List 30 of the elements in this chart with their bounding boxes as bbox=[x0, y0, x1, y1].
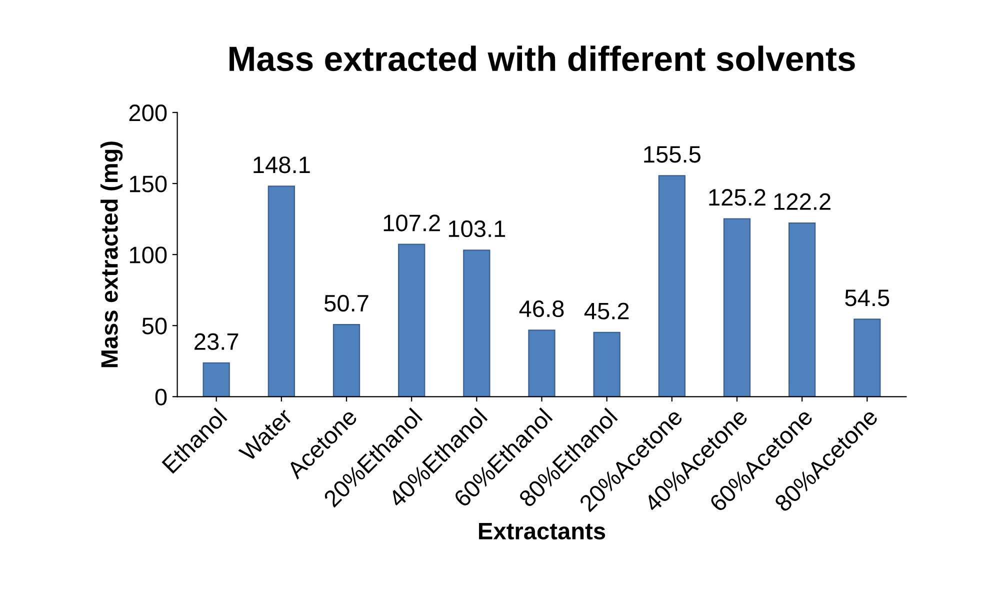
bar bbox=[658, 175, 686, 397]
bar bbox=[332, 324, 360, 397]
data-label: 155.5 bbox=[644, 146, 700, 163]
bar bbox=[463, 250, 490, 397]
y-tick-label: 100 bbox=[130, 246, 167, 264]
data-label: 46.8 bbox=[519, 300, 564, 318]
bar bbox=[268, 186, 295, 397]
bar bbox=[723, 218, 751, 397]
data-label: 148.1 bbox=[254, 156, 310, 174]
data-label: 23.7 bbox=[194, 333, 238, 350]
data-label: 50.7 bbox=[324, 294, 368, 312]
y-tick-label: 0 bbox=[155, 388, 167, 406]
bar bbox=[788, 222, 816, 397]
bar bbox=[593, 332, 620, 397]
y-tick-label: 200 bbox=[129, 104, 167, 122]
data-label: 103.1 bbox=[448, 220, 506, 238]
y-tick-label: 150 bbox=[130, 176, 167, 192]
chart-title: Mass extracted with different solvents bbox=[230, 46, 855, 72]
bar bbox=[854, 318, 881, 397]
data-label: 125.2 bbox=[709, 189, 766, 206]
bar bbox=[398, 244, 426, 397]
data-label: 45.2 bbox=[584, 302, 629, 320]
data-label: 107.2 bbox=[384, 214, 440, 232]
y-tick-label: 50 bbox=[142, 318, 167, 334]
data-label: 54.5 bbox=[845, 290, 890, 306]
y-axis-title: Mass extracted (mg) bbox=[100, 142, 123, 368]
data-label: 122.2 bbox=[774, 193, 830, 210]
x-axis-title: Extractants bbox=[479, 523, 606, 540]
bar bbox=[202, 362, 230, 397]
bar bbox=[528, 330, 556, 397]
